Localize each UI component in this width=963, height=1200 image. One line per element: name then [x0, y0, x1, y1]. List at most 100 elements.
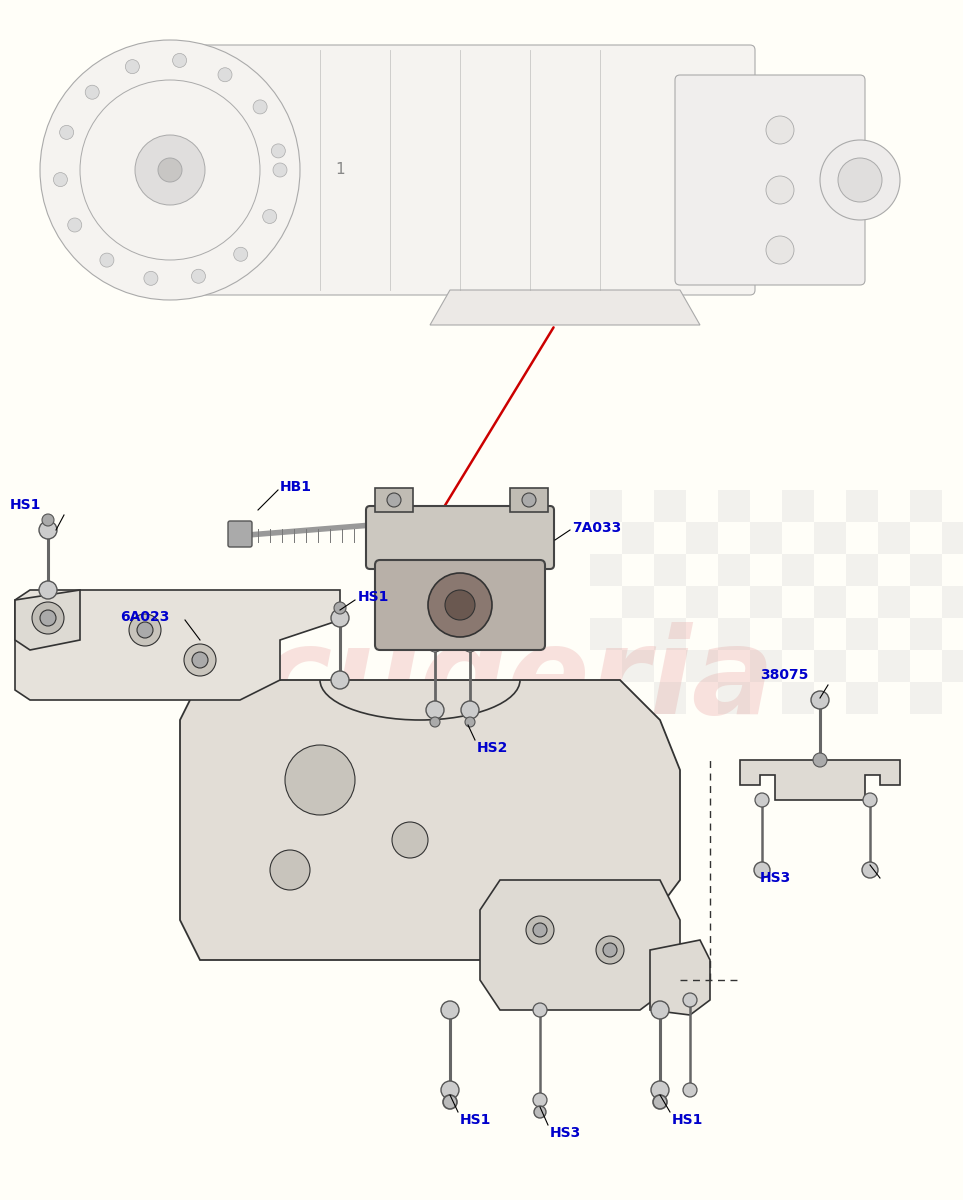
- Circle shape: [428, 572, 492, 637]
- Circle shape: [40, 610, 56, 626]
- FancyBboxPatch shape: [366, 506, 554, 569]
- Bar: [878, 522, 910, 554]
- Circle shape: [533, 923, 547, 937]
- Circle shape: [441, 1081, 459, 1099]
- Text: c a r   p a r t s: c a r p a r t s: [383, 736, 579, 764]
- Circle shape: [443, 1094, 457, 1109]
- Bar: [942, 650, 963, 682]
- Bar: [622, 650, 654, 682]
- Bar: [654, 490, 686, 522]
- Bar: [654, 682, 686, 714]
- Circle shape: [143, 271, 158, 286]
- Circle shape: [766, 116, 794, 144]
- Circle shape: [651, 1081, 669, 1099]
- Bar: [910, 490, 942, 522]
- Circle shape: [465, 716, 475, 727]
- Circle shape: [334, 602, 346, 614]
- Bar: [375, 488, 413, 512]
- Circle shape: [533, 1093, 547, 1106]
- Text: 38075: 38075: [760, 668, 808, 682]
- Circle shape: [445, 590, 475, 620]
- Text: 6A023: 6A023: [120, 610, 169, 624]
- Circle shape: [125, 60, 140, 73]
- Text: 1: 1: [335, 162, 345, 178]
- Bar: [782, 682, 814, 714]
- Text: HS1: HS1: [10, 498, 41, 512]
- Bar: [590, 554, 622, 586]
- Circle shape: [862, 862, 878, 878]
- Circle shape: [331, 608, 349, 626]
- Bar: [718, 554, 750, 586]
- Text: HS2: HS2: [477, 740, 508, 755]
- Bar: [718, 618, 750, 650]
- FancyBboxPatch shape: [228, 521, 252, 547]
- Circle shape: [234, 247, 247, 262]
- Bar: [878, 650, 910, 682]
- Circle shape: [135, 134, 205, 205]
- Circle shape: [441, 1001, 459, 1019]
- Circle shape: [461, 701, 479, 719]
- Bar: [782, 490, 814, 522]
- Text: HB1: HB1: [280, 480, 312, 494]
- Polygon shape: [480, 880, 680, 1010]
- Bar: [750, 586, 782, 618]
- Circle shape: [766, 176, 794, 204]
- Circle shape: [100, 253, 114, 268]
- Bar: [782, 554, 814, 586]
- Circle shape: [683, 1082, 697, 1097]
- Circle shape: [39, 581, 57, 599]
- Circle shape: [603, 943, 617, 958]
- Bar: [910, 618, 942, 650]
- Circle shape: [192, 269, 205, 283]
- Circle shape: [263, 210, 276, 223]
- Circle shape: [838, 158, 882, 202]
- Text: 7A033: 7A033: [572, 521, 621, 535]
- Circle shape: [218, 67, 232, 82]
- Polygon shape: [430, 290, 700, 325]
- Bar: [942, 586, 963, 618]
- Circle shape: [67, 218, 82, 232]
- Circle shape: [184, 644, 216, 676]
- Circle shape: [653, 1094, 667, 1109]
- Circle shape: [253, 100, 267, 114]
- Circle shape: [463, 638, 477, 652]
- Bar: [622, 586, 654, 618]
- Circle shape: [863, 793, 877, 806]
- Circle shape: [522, 493, 536, 506]
- Bar: [654, 554, 686, 586]
- Circle shape: [85, 85, 99, 100]
- Bar: [846, 554, 878, 586]
- Polygon shape: [15, 590, 340, 700]
- Bar: [750, 522, 782, 554]
- Circle shape: [811, 691, 829, 709]
- FancyBboxPatch shape: [675, 74, 865, 284]
- Text: HS3: HS3: [550, 1126, 582, 1140]
- Circle shape: [60, 125, 73, 139]
- Bar: [814, 586, 846, 618]
- Circle shape: [42, 514, 54, 526]
- Bar: [590, 682, 622, 714]
- Bar: [654, 618, 686, 650]
- Circle shape: [820, 140, 900, 220]
- Circle shape: [526, 916, 554, 944]
- FancyBboxPatch shape: [375, 560, 545, 650]
- Bar: [942, 522, 963, 554]
- Circle shape: [40, 40, 300, 300]
- Polygon shape: [740, 760, 900, 800]
- Polygon shape: [15, 590, 80, 650]
- Circle shape: [754, 862, 770, 878]
- Circle shape: [53, 173, 67, 186]
- Bar: [846, 618, 878, 650]
- Circle shape: [39, 521, 57, 539]
- Text: HS1: HS1: [672, 1114, 703, 1127]
- Bar: [910, 554, 942, 586]
- Circle shape: [533, 1003, 547, 1018]
- Circle shape: [387, 493, 401, 506]
- Circle shape: [129, 614, 161, 646]
- Circle shape: [331, 671, 349, 689]
- Bar: [910, 682, 942, 714]
- Bar: [622, 522, 654, 554]
- Circle shape: [272, 144, 285, 158]
- Polygon shape: [180, 680, 680, 960]
- Bar: [814, 522, 846, 554]
